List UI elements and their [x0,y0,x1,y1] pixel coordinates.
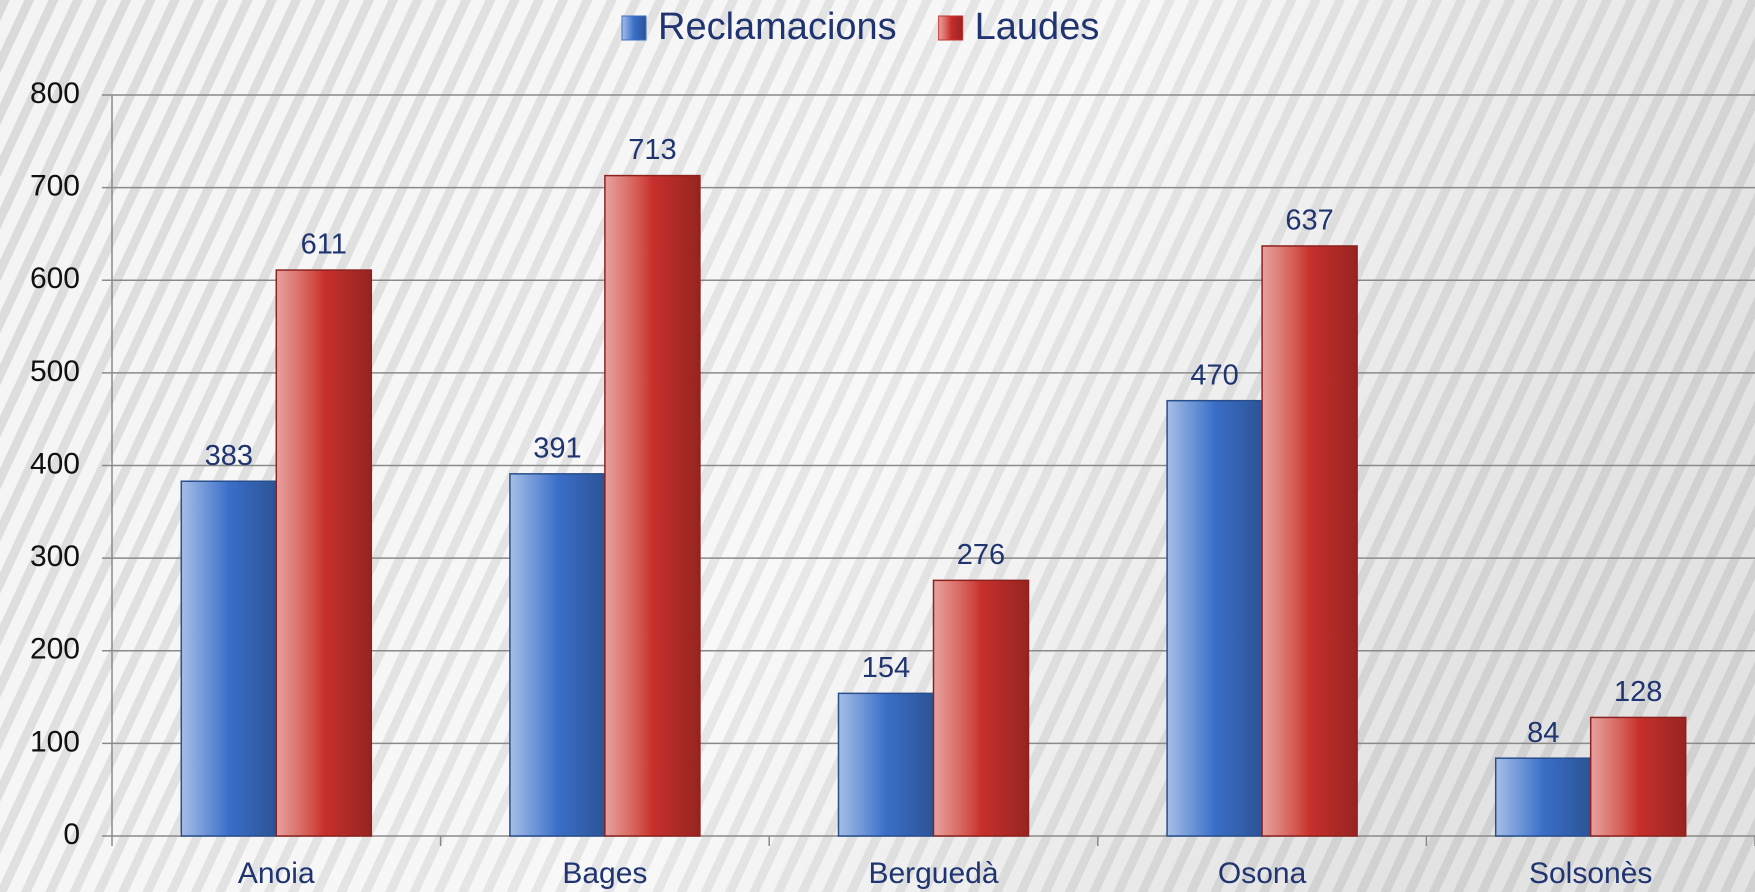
bar [1589,716,1687,837]
y-tick-label: 400 [30,447,80,480]
data-label: 84 [1527,717,1559,749]
x-tick-label: Anoia [238,857,315,890]
y-tick-label: 500 [30,355,80,388]
bar [604,174,701,837]
x-tick-label: Bages [562,857,647,890]
legend-swatch [621,15,647,41]
bar [837,692,935,837]
x-tick-label: Osona [1218,857,1307,890]
data-label: 713 [628,134,676,166]
bar [1261,245,1358,837]
data-label: 391 [533,432,581,464]
data-label: 637 [1285,205,1333,237]
y-tick-label: 100 [30,725,80,758]
bar [275,269,373,837]
x-tick-label: Berguedà [868,857,998,890]
y-tick-label: 0 [63,818,80,851]
data-label: 128 [1614,676,1662,708]
data-label: 383 [205,440,253,472]
y-tick-label: 600 [30,262,80,295]
legend-label: Reclamacions [658,6,897,48]
bar [1494,757,1592,837]
legend-swatch [938,15,964,41]
data-label: 154 [862,652,910,684]
y-tick-label: 300 [30,540,80,573]
data-label: 611 [301,229,347,261]
bar [932,579,1030,837]
bar [1166,399,1263,837]
data-label: 276 [957,539,1005,571]
y-tick-label: 700 [30,170,80,203]
data-label: 470 [1190,359,1238,391]
bar [180,480,278,837]
y-tick-label: 200 [30,633,80,666]
x-tick-label: Solsonès [1529,857,1652,890]
y-tick-label: 800 [30,77,80,110]
bar [509,473,606,837]
legend-label: Laudes [975,6,1100,48]
